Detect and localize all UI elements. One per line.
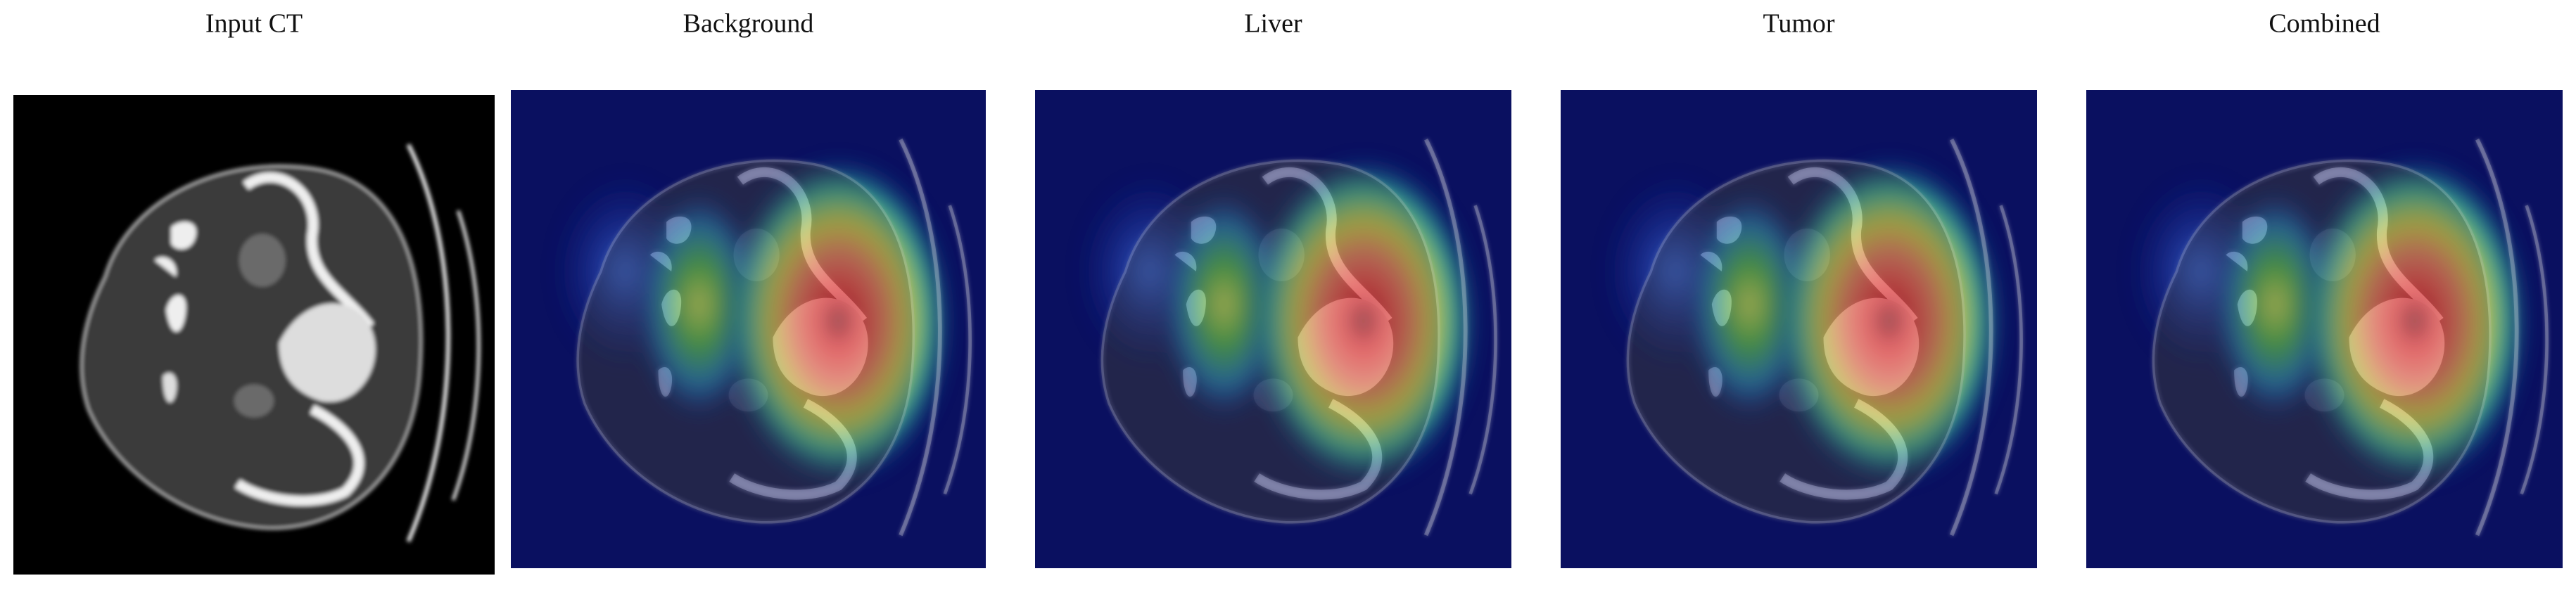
ct-image <box>13 95 495 575</box>
panel-title: Liver <box>1244 9 1302 39</box>
heatmap-image <box>511 90 986 568</box>
heatmap-image <box>1035 90 1511 568</box>
panel-title: Input CT <box>205 9 303 39</box>
heatmap-image <box>2086 90 2563 568</box>
panel-title: Tumor <box>1763 9 1834 39</box>
panel-title: Background <box>683 9 814 39</box>
panel-title: Combined <box>2269 9 2380 39</box>
panels: Input CT Background Liver Tumor Combined <box>13 9 2563 575</box>
heatmap-image <box>1561 90 2037 568</box>
